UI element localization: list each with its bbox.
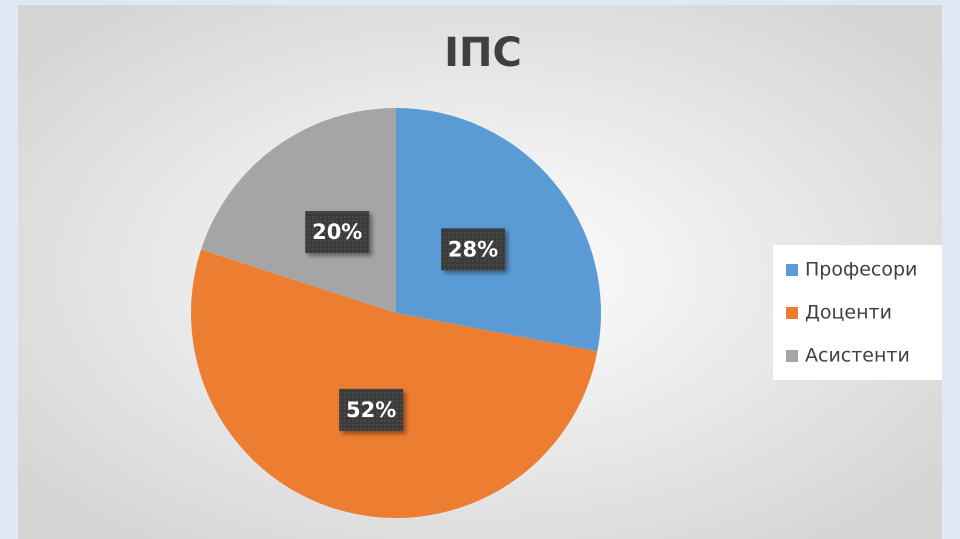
data-label: 20% xyxy=(312,220,362,244)
legend-label: Доценти xyxy=(805,302,892,324)
legend-swatch xyxy=(786,307,798,319)
legend-swatch xyxy=(786,350,798,362)
legend-label: Асистенти xyxy=(805,345,910,367)
data-label-box xyxy=(305,211,370,254)
chart-title: ІПС xyxy=(444,30,522,76)
legend-swatch xyxy=(786,264,798,276)
data-label: 28% xyxy=(448,237,498,261)
data-label-box xyxy=(441,228,506,271)
legend-label: Професори xyxy=(805,259,917,281)
pie-slice xyxy=(201,108,396,313)
data-label: 52% xyxy=(346,398,396,422)
pie-slice xyxy=(190,249,598,519)
data-label-box xyxy=(339,388,404,431)
legend-box xyxy=(773,245,942,380)
